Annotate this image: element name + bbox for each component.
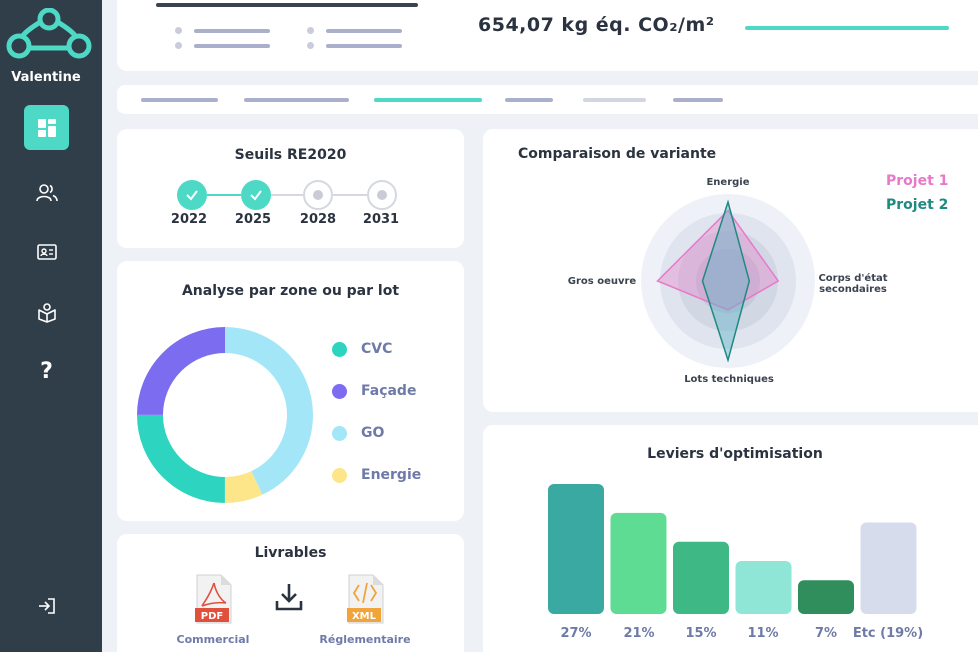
radar-axis-label: Lots techniques — [684, 374, 774, 385]
radar-series-2 — [701, 199, 751, 363]
commercial-label: Commercial — [176, 633, 250, 646]
tab-placeholder[interactable] — [583, 98, 646, 102]
download-icon[interactable] — [273, 581, 305, 613]
legend-label: Façade — [361, 383, 417, 399]
nav-dashboard[interactable] — [24, 105, 69, 150]
legend-swatch — [332, 467, 347, 483]
bar-label: Etc (19%) — [852, 626, 924, 641]
variant-title: Comparaison de variante — [518, 146, 717, 162]
dashboard-icon — [37, 118, 56, 137]
xml-badge: XML — [352, 611, 377, 622]
step-2031 — [367, 180, 397, 210]
bar-4 — [735, 561, 792, 614]
placeholder-bar — [194, 29, 270, 33]
placeholder-bar — [326, 29, 402, 33]
analysis-title: Analyse par zone ou par lot — [181, 283, 400, 299]
placeholder-dot — [175, 27, 182, 34]
legend-item: CVC — [332, 341, 392, 357]
bar-label: 7% — [814, 626, 838, 641]
tab-placeholder[interactable] — [505, 98, 553, 102]
tab-placeholder[interactable] — [673, 98, 723, 102]
radar-axis-label: Corps d'état secondaires — [815, 273, 891, 295]
bar-5 — [798, 580, 854, 614]
legend-item: GO — [332, 425, 384, 441]
thresholds-title: Seuils RE2020 — [234, 147, 347, 163]
xml-file-icon[interactable]: XML — [345, 573, 385, 625]
sidebar: Valentine ? — [0, 0, 102, 652]
step-connector — [271, 194, 303, 196]
step-2028 — [303, 180, 333, 210]
placeholder-dot — [175, 42, 182, 49]
step-year: 2025 — [234, 212, 272, 227]
deliverables-title: Livrables — [254, 545, 327, 561]
deliverables-card: Livrables — [117, 534, 464, 652]
legend-label: Energie — [361, 467, 422, 483]
legend-item: Façade — [332, 383, 416, 399]
legend-swatch — [332, 425, 347, 441]
radar-axis-label: Gros oeuvre — [567, 276, 637, 287]
step-2025 — [241, 180, 271, 210]
users-icon — [35, 183, 58, 201]
placeholder-dot — [307, 27, 314, 34]
legend-label: CVC — [361, 341, 393, 357]
project-1-label: Projet 1 — [886, 173, 949, 189]
bar-1 — [548, 484, 604, 614]
donut-chart — [137, 327, 313, 503]
tab-active[interactable] — [374, 98, 482, 102]
bar-label: 11% — [747, 626, 779, 641]
bar-6 — [860, 522, 917, 614]
radar-axis-label-line: secondaires — [819, 284, 887, 295]
radar-chart — [641, 194, 815, 368]
step-connector — [207, 194, 241, 196]
placeholder-bar — [326, 44, 402, 48]
progress-bar — [745, 26, 949, 30]
pdf-badge: PDF — [201, 611, 223, 622]
placeholder-bar — [156, 3, 418, 7]
pdf-file-icon[interactable]: PDF — [193, 573, 233, 625]
step-connector — [333, 194, 367, 196]
brand-name: Valentine — [11, 70, 81, 85]
tab-placeholder[interactable] — [141, 98, 218, 102]
levers-bar-chart — [548, 484, 917, 614]
nav-contacts[interactable] — [24, 229, 69, 274]
bar-label: 15% — [685, 626, 717, 641]
placeholder-dot — [307, 42, 314, 49]
check-icon — [186, 190, 198, 201]
radar-axis-label: Energie — [706, 177, 750, 188]
legend-swatch — [332, 341, 347, 357]
donut-segment-energie — [137, 327, 313, 503]
nav-users[interactable] — [24, 170, 69, 215]
step-year: 2028 — [299, 212, 337, 227]
logo-icon — [6, 8, 92, 59]
book-icon — [37, 302, 56, 323]
tab-placeholder[interactable] — [244, 98, 349, 102]
nav-help[interactable]: ? — [24, 349, 69, 394]
bar-label: 27% — [560, 626, 592, 641]
legend-item: Energie — [332, 467, 421, 483]
donut-segment-cvc — [137, 327, 313, 503]
radar-axis-label-line: Corps d'état — [818, 273, 888, 284]
id-card-icon — [36, 243, 57, 260]
levers-title: Leviers d'optimisation — [647, 446, 823, 462]
donut-segment-façade — [137, 327, 313, 503]
nav-library[interactable] — [24, 289, 69, 334]
bar-3 — [673, 541, 729, 614]
placeholder-bar — [194, 44, 270, 48]
legend-label: GO — [361, 425, 385, 441]
step-year: 2031 — [362, 212, 400, 227]
bar-label: 21% — [623, 626, 655, 641]
bar-2 — [610, 512, 667, 614]
check-icon — [250, 190, 262, 201]
step-year: 2022 — [170, 212, 208, 227]
header-card — [117, 0, 978, 71]
logout-button[interactable] — [24, 583, 69, 628]
help-icon: ? — [40, 359, 53, 384]
regulatory-label: Réglementaire — [319, 633, 411, 646]
legend-swatch — [332, 383, 347, 399]
thresholds-card: Seuils RE2020 — [117, 129, 464, 248]
step-2022 — [177, 180, 207, 210]
carbon-total: 654,07 kg éq. CO₂/m² — [478, 14, 715, 36]
logout-icon — [38, 597, 55, 614]
project-2-label: Projet 2 — [886, 197, 949, 213]
